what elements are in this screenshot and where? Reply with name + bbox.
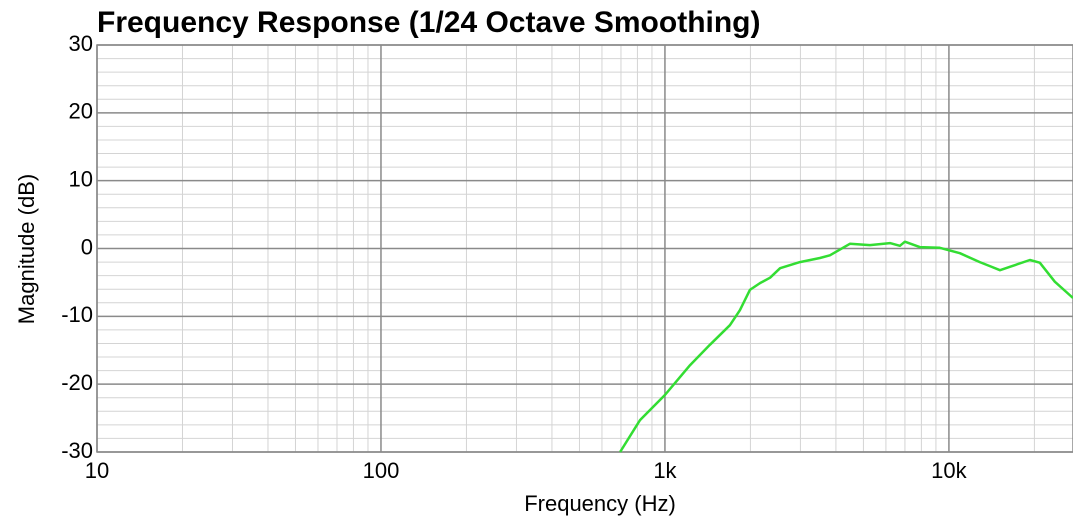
x-tick-label: 1k [653, 458, 677, 483]
y-tick-label: 20 [69, 99, 93, 124]
y-axis-label: Magnitude (dB) [14, 174, 39, 324]
y-tick-label: -30 [61, 438, 93, 463]
y-tick-label: 30 [69, 31, 93, 56]
chart-title: Frequency Response (1/24 Octave Smoothin… [97, 6, 761, 39]
plot-frame [96, 44, 1073, 453]
y-tick-label: -20 [61, 370, 93, 395]
x-tick-label: 10 [85, 458, 109, 483]
x-axis-label: Frequency (Hz) [524, 491, 676, 516]
y-tick-label: 10 [69, 166, 93, 191]
response-line [619, 240, 1073, 453]
x-tick-label: 10k [931, 458, 967, 483]
x-tick-label: 100 [363, 458, 400, 483]
y-tick-label: 0 [81, 234, 93, 259]
y-tick-label: -10 [61, 302, 93, 327]
